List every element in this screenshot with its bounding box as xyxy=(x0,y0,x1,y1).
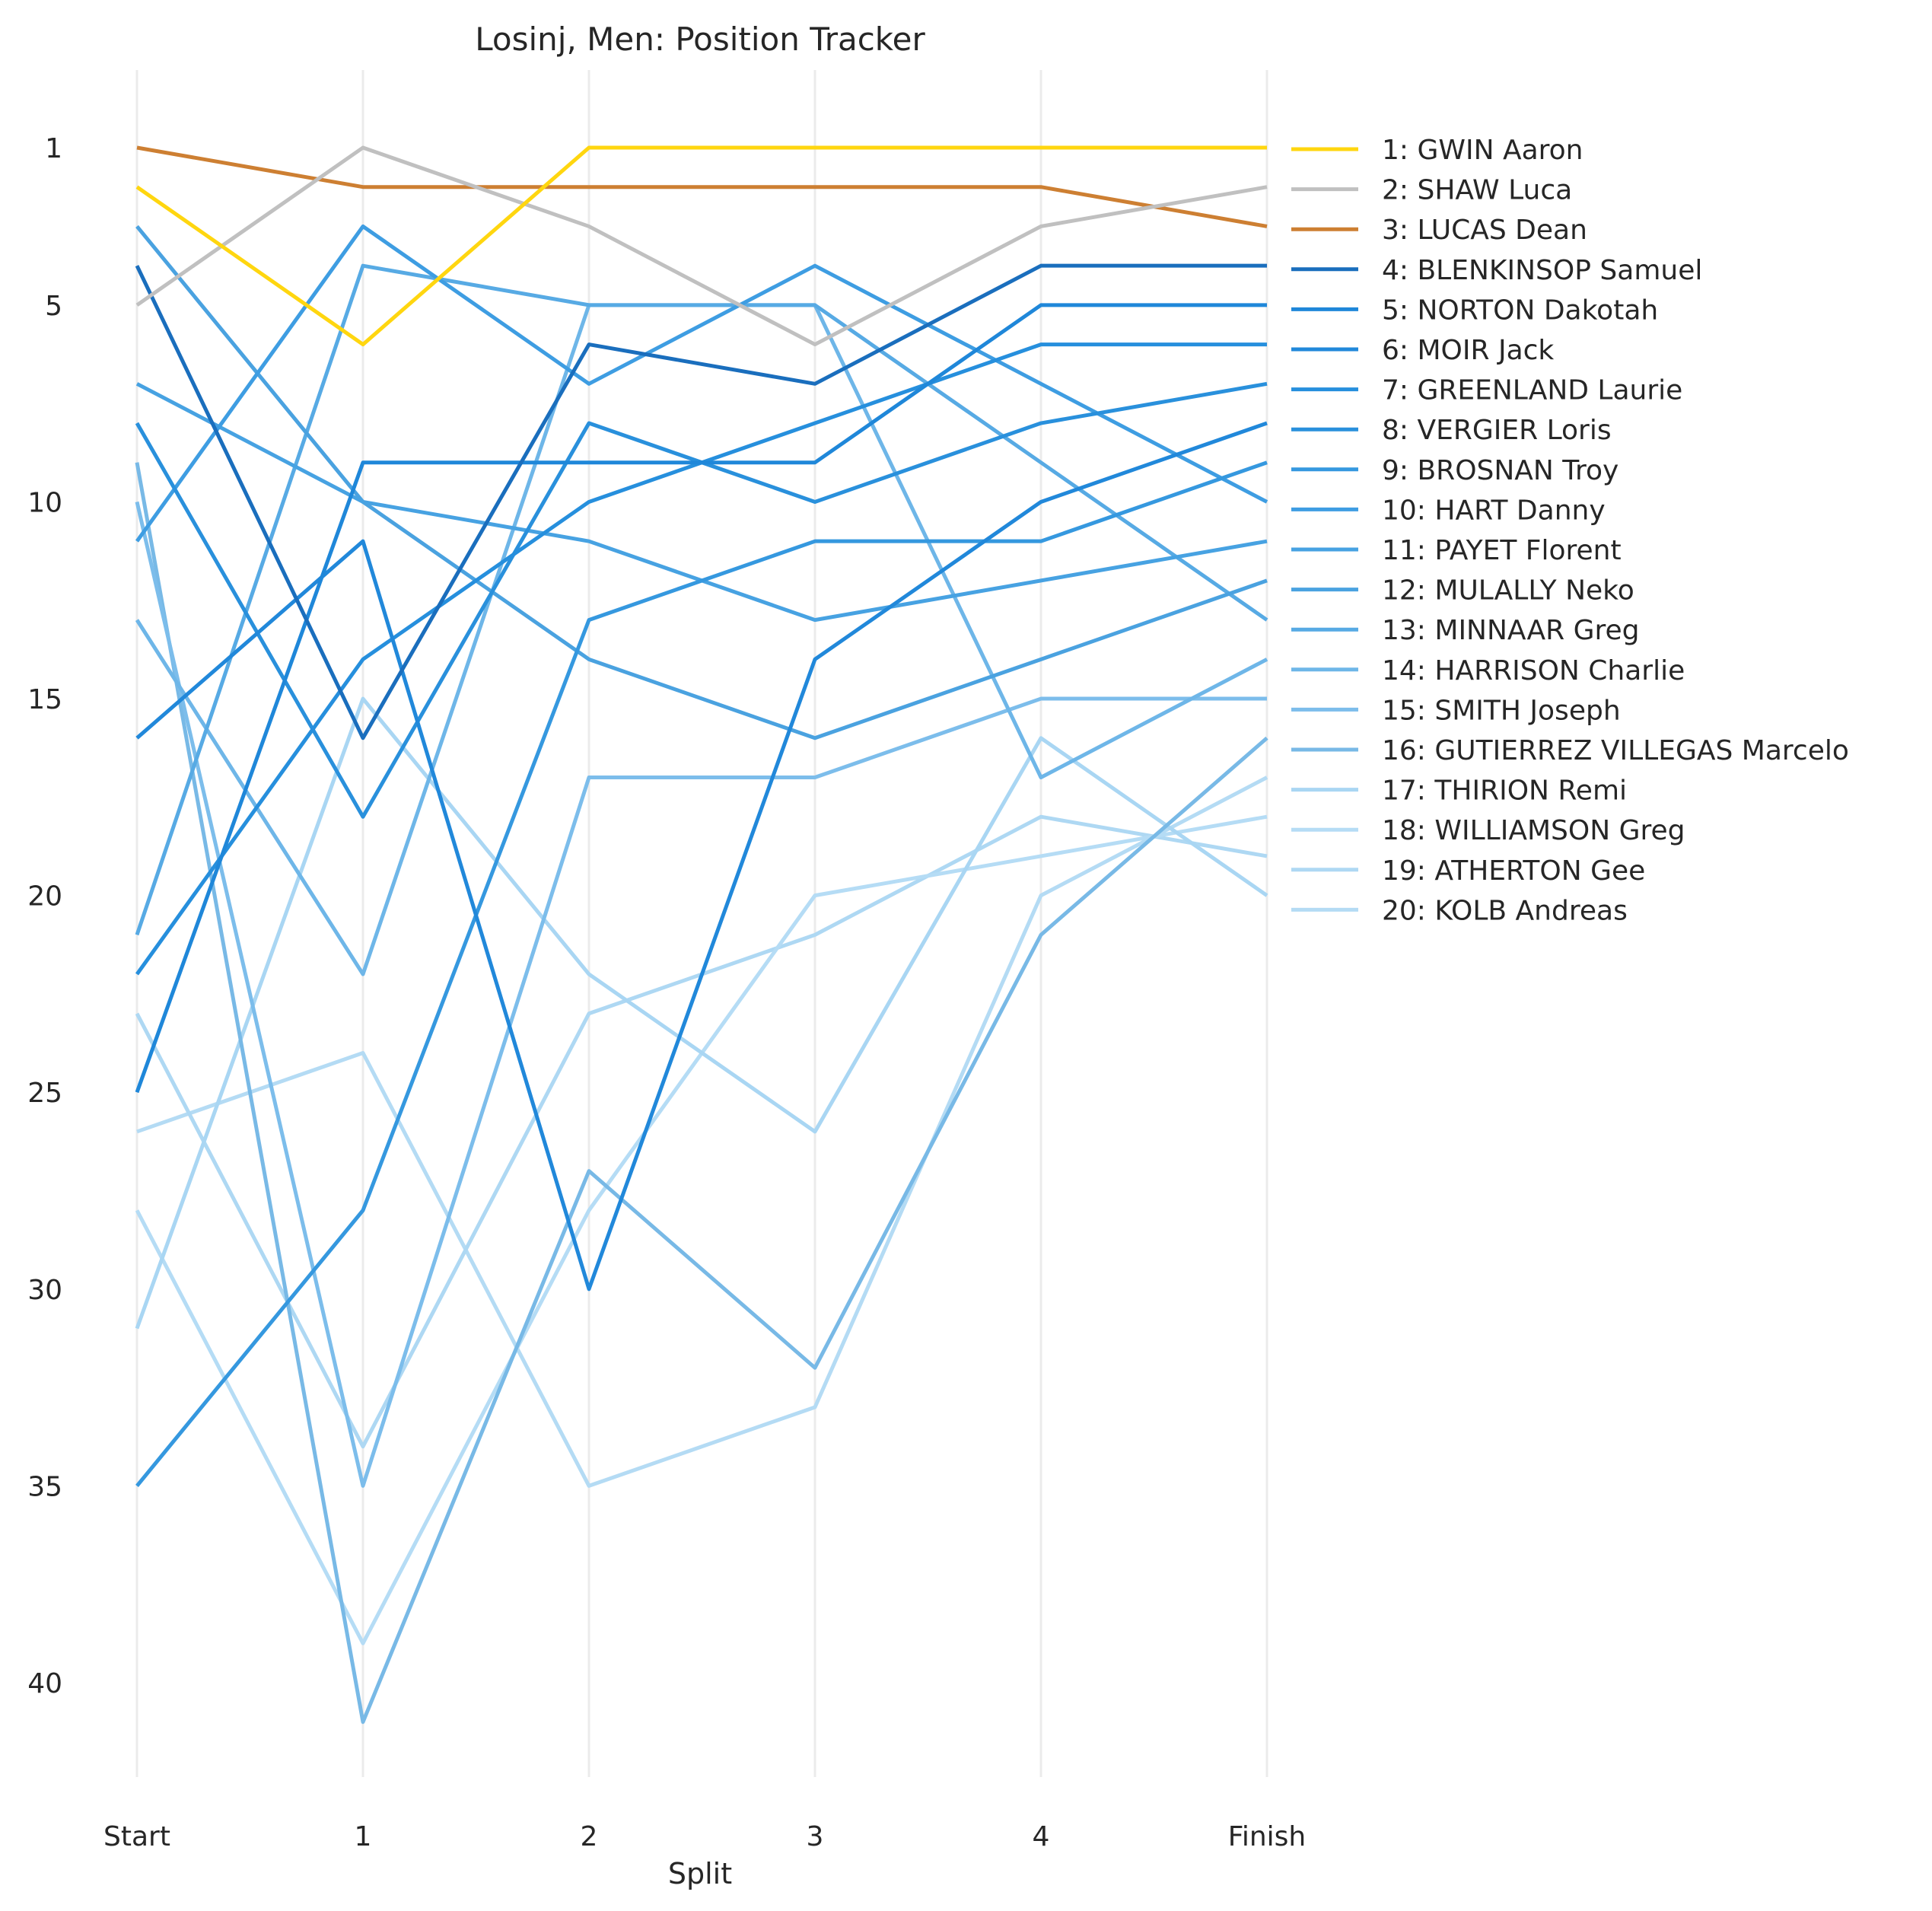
x-tick-label: 3 xyxy=(807,1821,824,1852)
x-tick-label: 1 xyxy=(355,1821,372,1852)
y-tick-label: 30 xyxy=(27,1275,62,1306)
y-tick-label: 35 xyxy=(27,1471,62,1502)
series-line-12 xyxy=(135,225,1268,741)
legend-entry: 2: SHAW Luca xyxy=(1382,175,1572,206)
x-tick-label: 2 xyxy=(581,1821,598,1852)
legend-entry: 9: BROSNAN Troy xyxy=(1382,455,1618,486)
y-tick-label: 20 xyxy=(27,881,62,913)
x-tick-label: Finish xyxy=(1228,1821,1306,1852)
series-line-4 xyxy=(135,263,1267,741)
legend-entry: 4: BLENKINSOP Samuel xyxy=(1382,255,1702,286)
series-line-17 xyxy=(135,696,1268,1330)
legend-entry: 3: LUCAS Dean xyxy=(1382,215,1587,246)
x-axis-label: Split xyxy=(668,1857,732,1890)
legend-entry: 11: PAYET Florent xyxy=(1382,535,1622,566)
legend-entry: 1: GWIN Aaron xyxy=(1382,135,1583,166)
legend-entry: 7: GREENLAND Laurie xyxy=(1382,375,1682,406)
series-line-1 xyxy=(135,145,1267,347)
legend-entry: 10: HART Danny xyxy=(1382,495,1606,526)
x-axis-ticks: Start 1 2 3 4 Finish xyxy=(103,1821,1306,1852)
legend-entry: 5: NORTON Dakotah xyxy=(1382,295,1658,326)
series-line-9 xyxy=(135,460,1268,1487)
legend-entry: 18: WILLIAMSON Greg xyxy=(1382,815,1685,846)
legend-entry: 6: MOIR Jack xyxy=(1382,335,1554,366)
series-line-8 xyxy=(135,381,1268,819)
series-lines xyxy=(135,145,1268,1725)
series-line-15 xyxy=(135,501,1267,1488)
series-line-6 xyxy=(135,421,1268,1292)
y-tick-label: 40 xyxy=(27,1668,62,1699)
series-line-19 xyxy=(135,814,1268,1449)
series-line-13 xyxy=(135,263,1268,936)
x-tick-label: 4 xyxy=(1033,1821,1050,1852)
legend-entry: 17: THIRION Remi xyxy=(1382,776,1627,807)
legend-entry: 14: HARRISON Charlie xyxy=(1382,655,1685,686)
series-line-5 xyxy=(135,303,1267,1094)
series-line-3 xyxy=(136,145,1268,228)
grid-lines xyxy=(135,70,1268,1777)
legend: 1: GWIN Aaron 2: SHAW Luca 3: LUCAS Dean 4:… xyxy=(1291,135,1849,926)
legend-entry: 8: VERGIER Loris xyxy=(1382,415,1612,446)
series-line-10 xyxy=(135,224,1268,543)
legend-entry: 19: ATHERTON Gee xyxy=(1382,855,1645,887)
legend-entry: 15: SMITH Joseph xyxy=(1382,695,1621,726)
legend-entry: 16: GUTIERREZ VILLEGAS Marcelo xyxy=(1382,735,1849,766)
y-tick-label: 10 xyxy=(27,487,62,518)
y-tick-label: 25 xyxy=(27,1078,62,1109)
series-line-20 xyxy=(136,776,1268,1488)
series-line-16 xyxy=(135,462,1268,1725)
series-line-2 xyxy=(135,145,1268,347)
chart-title: Losinj, Men: Position Tracker xyxy=(475,21,925,58)
x-tick-label: Start xyxy=(103,1821,170,1852)
y-tick-label: 5 xyxy=(45,291,62,322)
legend-entry: 13: MINNAAR Greg xyxy=(1382,615,1640,646)
series-line-18 xyxy=(135,814,1268,1645)
legend-entry: 20: KOLB Andreas xyxy=(1382,895,1628,926)
y-tick-label: 1 xyxy=(45,133,62,164)
y-tick-label: 15 xyxy=(27,684,62,715)
legend-entry: 12: MULALLY Neko xyxy=(1382,575,1634,607)
